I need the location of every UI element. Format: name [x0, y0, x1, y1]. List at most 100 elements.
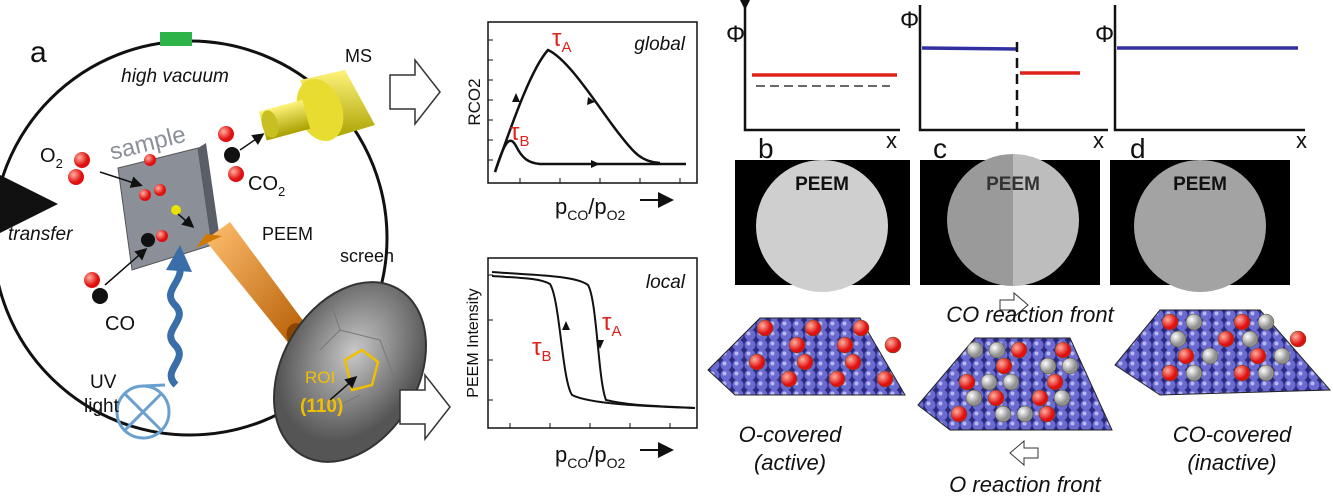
sample-edge: [198, 143, 220, 245]
peem-field: [1134, 160, 1266, 292]
adsorbate: [1241, 330, 1259, 348]
label-sub: O2: [607, 455, 626, 471]
adsorbate: [958, 373, 976, 391]
axes: [1113, 5, 1305, 132]
uv-lamp: [123, 392, 163, 432]
caption: O-covered: [739, 422, 842, 447]
adsorbate: [994, 405, 1012, 423]
arrow: [239, 133, 265, 151]
y-axis-label: Φ: [900, 7, 919, 34]
label-main: p: [555, 442, 567, 467]
panel-a: a high vacuum MS transfer sample O2 CO2 …: [0, 32, 451, 463]
uv-beam: [167, 260, 184, 388]
adsorbate: [1201, 347, 1219, 365]
panel-label: d: [1130, 133, 1146, 164]
panel-label: b: [758, 133, 774, 164]
label-sub: O2: [607, 207, 626, 223]
adsorbate: [1161, 313, 1179, 331]
label: τB: [510, 119, 530, 150]
adsorbate: [780, 370, 798, 388]
label: ROI: [305, 368, 335, 387]
adsorbate: [950, 405, 968, 423]
adsorbate: [1169, 330, 1187, 348]
adsorbate: [836, 336, 854, 354]
adsorbate: [1016, 405, 1034, 423]
uv-beam: [166, 245, 192, 272]
label: O2: [40, 145, 63, 171]
plot-frame: [487, 257, 698, 429]
curve: [491, 275, 696, 409]
molecules: [68, 126, 244, 304]
caption: (active): [754, 450, 826, 475]
flow-arrow: [399, 372, 451, 442]
label-sub: A: [561, 39, 571, 56]
label-sub: CO: [567, 455, 588, 471]
direction-arrow: [562, 321, 604, 349]
adsorbate: [965, 389, 983, 407]
label: τB: [532, 334, 552, 365]
phi-level: [921, 46, 1018, 51]
label-main: τ: [510, 119, 520, 146]
adsorbate: [1031, 389, 1049, 407]
direction-arrow: [512, 93, 600, 168]
label: CO2: [248, 173, 285, 199]
flow-arrow: [389, 57, 441, 127]
surface-models: [707, 309, 1332, 431]
adsorbate: [1161, 364, 1179, 382]
port: [160, 32, 192, 46]
y-axis-label: Φ: [1095, 21, 1114, 48]
label-main: /p: [588, 194, 606, 219]
adsorbate: [796, 353, 814, 371]
label: MS: [345, 46, 372, 66]
label: PEEM: [262, 224, 313, 244]
plot-tag: local: [646, 272, 686, 293]
label-sub: CO: [567, 207, 588, 223]
global-plot: global RCO2 τA τB pCO/pO2: [465, 21, 698, 223]
label: (110): [300, 396, 343, 417]
peem-images: PEEM PEEM PEEM: [735, 154, 1290, 292]
label-sub: A: [611, 323, 621, 340]
label-main: τ: [532, 334, 542, 361]
label-sub: B: [519, 133, 529, 150]
adsorbate: [1273, 347, 1291, 365]
label-main: p: [555, 194, 567, 219]
label-main: O: [40, 145, 56, 167]
label: τA: [552, 25, 572, 56]
front-arrow: [999, 291, 1029, 319]
adsorbate: [1257, 364, 1275, 382]
panel-label: c: [933, 133, 947, 164]
caption: CO-covered: [1173, 422, 1292, 447]
adsorbate: [1289, 330, 1307, 348]
adsorbate: [1002, 373, 1020, 391]
arrow: [99, 171, 143, 188]
arrow: [329, 376, 358, 401]
caption: O reaction front: [949, 472, 1102, 497]
label: light: [84, 396, 120, 417]
adsorbate: [988, 341, 1006, 359]
peem-field: [756, 160, 888, 292]
adsorbate: [852, 319, 870, 337]
adsorbate: [788, 336, 806, 354]
caption: (inactive): [1187, 450, 1276, 475]
adsorbate: [987, 389, 1005, 407]
plot-frame: [487, 21, 698, 184]
label: τA: [602, 309, 622, 340]
adsorbate: [1054, 341, 1072, 359]
adsorbate: [804, 319, 822, 337]
adsorbate: [1249, 347, 1267, 365]
work-function-panels: Φ Φ Φ x x x b c d: [726, 0, 1307, 164]
ticks: [488, 274, 671, 428]
x-axis-label: x: [886, 128, 897, 153]
axes: [918, 5, 1108, 132]
adsorbate: [1046, 373, 1064, 391]
adsorbate: [1061, 357, 1079, 375]
x-axis-label: pCO/pO2: [555, 194, 625, 223]
label: CO: [105, 313, 135, 335]
label: PEEM: [1173, 174, 1227, 195]
adsorbate: [966, 341, 984, 359]
adsorbate: [980, 373, 998, 391]
label-main: τ: [602, 309, 612, 336]
label-sub: 2: [278, 184, 285, 199]
label: screen: [340, 246, 394, 266]
